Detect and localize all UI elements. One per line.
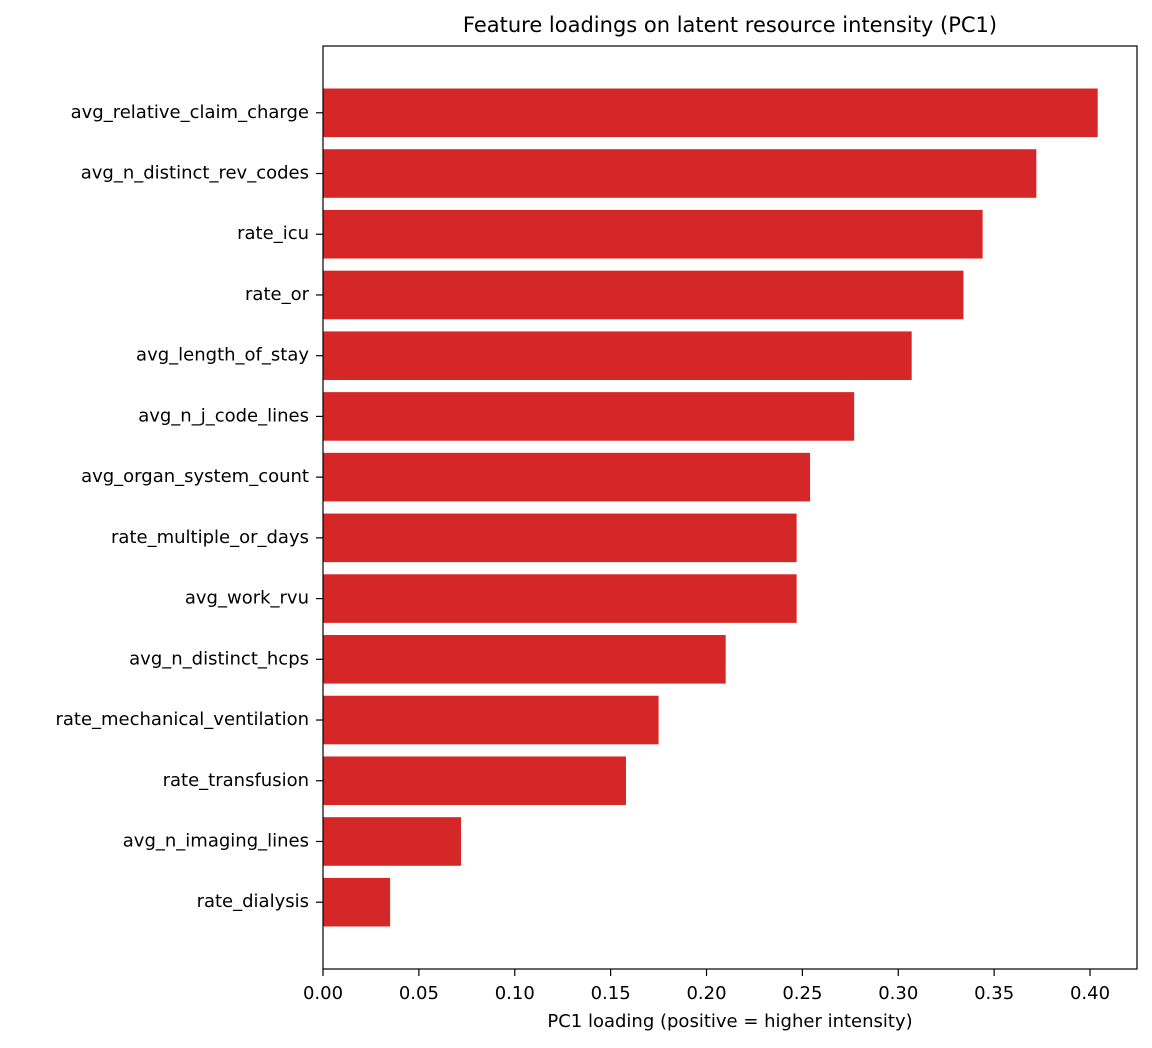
y-tick-label: avg_n_imaging_lines: [123, 830, 309, 851]
x-axis-label: PC1 loading (positive = higher intensity…: [547, 1011, 912, 1032]
y-tick-label: rate_icu: [237, 223, 309, 244]
y-tick-label: avg_n_distinct_rev_codes: [81, 163, 309, 184]
bar: [323, 513, 797, 563]
plot-frame: [322, 45, 1138, 970]
bar: [323, 392, 855, 441]
bar: [323, 574, 797, 623]
y-tick-label: avg_work_rvu: [185, 588, 309, 609]
x-tick-label: 0.25: [782, 983, 822, 1004]
bar: [323, 149, 1037, 198]
bar: [323, 270, 964, 320]
x-tick-label: 0.40: [1070, 983, 1110, 1004]
x-tick-label: 0.20: [686, 983, 726, 1004]
y-tick-label: avg_n_distinct_hcps: [129, 648, 309, 669]
bar: [323, 817, 462, 866]
bar: [323, 756, 626, 806]
y-tick-label: rate_multiple_or_days: [111, 527, 309, 548]
x-tick-label: 0.35: [974, 983, 1014, 1004]
x-tick-label: 0.30: [878, 983, 918, 1004]
bar: [323, 88, 1098, 138]
bar: [323, 695, 659, 745]
y-tick-label: rate_or: [245, 284, 310, 305]
bar: [323, 209, 983, 259]
bar: [323, 635, 726, 684]
y-tick-label: avg_n_j_code_lines: [138, 405, 309, 426]
x-tick-label: 0.05: [399, 983, 439, 1004]
y-tick-label: rate_mechanical_ventilation: [55, 709, 309, 730]
bar: [323, 877, 391, 927]
bar: [323, 452, 811, 502]
x-tick-label: 0.15: [591, 983, 631, 1004]
bar: [323, 331, 912, 380]
y-tick-label: avg_length_of_stay: [136, 345, 309, 366]
chart-title: Feature loadings on latent resource inte…: [463, 13, 997, 37]
x-tick-label: 0.10: [495, 983, 535, 1004]
x-tick-label: 0.00: [303, 983, 343, 1004]
y-tick-label: rate_transfusion: [163, 770, 309, 791]
y-tick-label: avg_relative_claim_charge: [71, 102, 309, 123]
y-tick-label: rate_dialysis: [197, 891, 309, 912]
y-tick-label: avg_organ_system_count: [81, 466, 309, 487]
